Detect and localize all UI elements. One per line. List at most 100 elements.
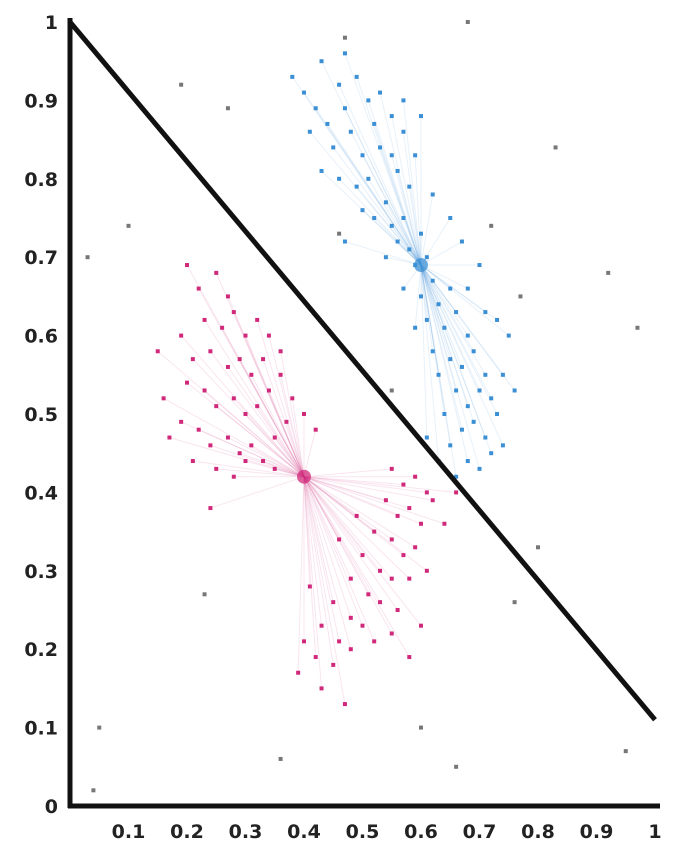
- point-2-85: [354, 513, 359, 518]
- point-1-50: [489, 396, 494, 401]
- link-1-19: [408, 186, 422, 266]
- x-tick-label: 0.9: [580, 821, 614, 843]
- link-2-84: [303, 476, 340, 540]
- link-2-23: [268, 390, 305, 477]
- point-2-54: [430, 498, 435, 503]
- link-2-32: [274, 437, 305, 478]
- link-2-2: [198, 288, 305, 477]
- point-2-80: [407, 655, 412, 660]
- link-1-48: [420, 264, 469, 407]
- link-1-5: [338, 84, 422, 266]
- link-2-28: [227, 437, 305, 478]
- point-2-43: [278, 349, 283, 354]
- link-1-62: [420, 264, 510, 336]
- point-2-33: [284, 419, 289, 424]
- point-3-10: [337, 231, 342, 236]
- link-1-44: [420, 264, 475, 352]
- link-1-20: [321, 170, 422, 266]
- point-1-64: [430, 192, 435, 197]
- point-1-31: [413, 263, 418, 268]
- point-2-59: [360, 553, 365, 558]
- point-3-14: [512, 600, 517, 605]
- point-1-16: [360, 153, 365, 158]
- link-2-42: [268, 335, 305, 477]
- point-2-57: [401, 553, 406, 558]
- link-1-83: [420, 264, 469, 290]
- link-2-71: [303, 476, 352, 650]
- link-2-82: [303, 476, 445, 525]
- cluster-center-1: [414, 258, 428, 273]
- link-1-38: [420, 264, 445, 328]
- link-2-35: [216, 468, 305, 478]
- link-2-65: [303, 476, 399, 611]
- point-1-70: [342, 51, 347, 56]
- point-2-51: [395, 513, 400, 518]
- link-1-17: [379, 147, 422, 266]
- point-2-44: [302, 412, 306, 416]
- point-2-6: [220, 325, 225, 330]
- link-1-78: [420, 264, 504, 446]
- point-1-23: [366, 176, 371, 181]
- link-2-7: [233, 311, 305, 477]
- point-1-24: [383, 200, 388, 205]
- point-1-76: [454, 474, 459, 479]
- point-2-58: [413, 545, 418, 550]
- point-1-65: [448, 216, 453, 220]
- link-2-24: [280, 374, 305, 477]
- series-3: [85, 20, 640, 793]
- point-2-84: [337, 537, 342, 542]
- point-1-60: [489, 451, 494, 456]
- link-1-70: [344, 53, 422, 266]
- point-2-79: [342, 702, 347, 707]
- link-2-87: [303, 476, 428, 572]
- link-2-27: [210, 444, 305, 478]
- point-1-58: [465, 459, 470, 464]
- link-2-51: [303, 476, 398, 517]
- point-2-29: [237, 451, 242, 456]
- link-2-12: [209, 350, 305, 478]
- y-tick-label: 0.7: [24, 247, 58, 269]
- link-1-69: [379, 92, 422, 266]
- point-2-65: [395, 608, 400, 612]
- point-3-16: [97, 725, 102, 730]
- link-2-50: [303, 476, 387, 501]
- point-2-87: [424, 568, 429, 573]
- link-2-16: [262, 358, 305, 477]
- point-1-59: [477, 466, 482, 471]
- link-2-78: [303, 476, 323, 689]
- link-2-76: [303, 476, 334, 665]
- link-2-9: [256, 319, 305, 477]
- tick-labels: 0.1 0.2 0.3 0.4 0.5 0.6 0.7 0.8 0.9 1 0 0.1 0.2 0.3 0.…: [24, 12, 661, 843]
- series-2: [155, 263, 459, 707]
- point-1-27: [401, 216, 406, 220]
- link-1-53: [420, 264, 475, 422]
- point-2-7: [231, 310, 236, 315]
- link-1-45: [420, 264, 486, 376]
- link-1-10: [391, 115, 422, 266]
- point-2-47: [401, 482, 406, 487]
- point-2-81: [419, 623, 423, 628]
- point-3-22: [489, 223, 494, 228]
- point-2-21: [243, 412, 248, 416]
- point-1-11: [401, 129, 406, 134]
- point-1-71: [313, 106, 318, 111]
- link-1-18: [397, 170, 422, 266]
- link-2-80: [303, 476, 410, 658]
- link-1-43: [420, 264, 463, 368]
- point-1-1: [290, 74, 295, 79]
- link-1-23: [367, 178, 422, 266]
- point-2-88: [307, 584, 312, 589]
- point-2-60: [378, 568, 383, 573]
- divider-line: [68, 20, 657, 722]
- point-3-18: [278, 756, 283, 761]
- y-tick-label: 0: [45, 796, 58, 818]
- point-1-52: [459, 427, 464, 432]
- point-1-32: [424, 255, 429, 260]
- point-1-63: [495, 317, 500, 322]
- point-1-21: [337, 176, 342, 181]
- link-2-18: [204, 390, 305, 478]
- point-1-7: [354, 74, 359, 79]
- link-1-75: [344, 241, 422, 266]
- link-2-63: [303, 476, 369, 595]
- point-1-5: [337, 82, 342, 87]
